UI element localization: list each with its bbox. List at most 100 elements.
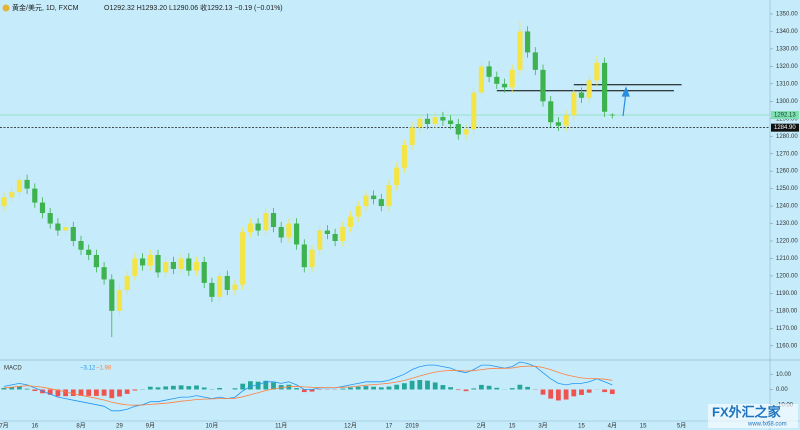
candle-body bbox=[255, 223, 261, 231]
macd-histogram-bar bbox=[70, 389, 76, 397]
candle-body bbox=[124, 275, 130, 290]
macd-histogram-bar bbox=[440, 385, 446, 390]
macd-histogram-bar bbox=[348, 387, 353, 390]
y-tick-label: 1270.00 bbox=[776, 151, 798, 157]
macd-histogram-bar bbox=[579, 389, 584, 395]
y-tick-label: 1290.00 bbox=[776, 116, 798, 122]
y-tick-label: 1160.00 bbox=[776, 343, 798, 349]
watermark-url: www.fx68.com bbox=[747, 422, 787, 428]
y-tick-label: 1330.00 bbox=[776, 46, 798, 52]
macd-legend-value: −1.98 bbox=[96, 366, 112, 372]
candle-body bbox=[563, 115, 569, 126]
x-tick-label: 2月 bbox=[477, 423, 486, 430]
candle-body bbox=[278, 227, 284, 238]
candle-body bbox=[401, 144, 407, 168]
macd-histogram-bar bbox=[540, 389, 546, 395]
macd-histogram-bar bbox=[386, 386, 392, 390]
candle-body bbox=[86, 249, 92, 255]
candle-body bbox=[178, 258, 184, 269]
candle-body bbox=[432, 117, 438, 124]
price-line-label: 1284.90 bbox=[774, 125, 796, 131]
y-tick-label: 1250.00 bbox=[776, 186, 798, 192]
candle-body bbox=[548, 101, 554, 123]
y-tick-label: 1340.00 bbox=[776, 29, 798, 35]
candle-body bbox=[378, 199, 384, 207]
macd-histogram-bar bbox=[309, 389, 315, 392]
candle-body bbox=[371, 195, 377, 200]
y-tick-label: 1220.00 bbox=[776, 239, 798, 245]
candle-body bbox=[386, 185, 392, 207]
watermark-box bbox=[708, 404, 798, 428]
y-tick-label: 1230.00 bbox=[776, 221, 798, 227]
macd-line bbox=[3, 361, 613, 412]
candle-body bbox=[602, 62, 608, 112]
candle-body bbox=[247, 223, 253, 233]
candle-body bbox=[147, 254, 153, 266]
x-tick-label: 3月 bbox=[538, 423, 547, 430]
candle-body bbox=[440, 117, 446, 121]
macd-histogram-bar bbox=[402, 383, 407, 390]
macd-histogram-bar bbox=[432, 382, 438, 390]
x-tick-label: 15 bbox=[578, 424, 585, 430]
symbol-icon bbox=[2, 4, 10, 12]
candle-body bbox=[301, 244, 307, 268]
candle-body bbox=[101, 267, 107, 280]
macd-histogram-bar bbox=[132, 389, 138, 391]
candle-body bbox=[32, 188, 38, 203]
y-tick-label: 1280.00 bbox=[776, 134, 798, 140]
y-tick-label: 1320.00 bbox=[776, 64, 798, 70]
x-tick-label: 2019 bbox=[405, 424, 419, 430]
candle-body bbox=[517, 31, 523, 70]
y-tick-label: 1200.00 bbox=[776, 274, 798, 280]
candle-body bbox=[140, 258, 146, 266]
candle-body bbox=[93, 254, 99, 268]
macd-histogram-bar bbox=[55, 389, 61, 397]
candle-body bbox=[571, 92, 577, 116]
ohlc-header: O1292.32 H1293.20 L1290.06 收1292.13 −0.1… bbox=[104, 3, 283, 12]
candle-body bbox=[586, 80, 592, 98]
macd-histogram-bar bbox=[479, 384, 484, 390]
macd-histogram-bar bbox=[24, 388, 30, 390]
macd-histogram-bar bbox=[32, 389, 38, 391]
macd-histogram-bar bbox=[517, 384, 523, 390]
macd-line bbox=[3, 365, 613, 406]
macd-histogram-bar bbox=[378, 387, 384, 390]
y-tick-label: 1300.00 bbox=[776, 99, 798, 105]
y-tick-label: 1350.00 bbox=[776, 12, 798, 18]
macd-legend-value: −3.12 bbox=[80, 366, 96, 372]
candle-body bbox=[501, 83, 508, 88]
candle-body bbox=[78, 240, 84, 250]
watermark-brand: FX外汇之家 bbox=[712, 404, 782, 419]
macd-histogram-bar bbox=[448, 387, 453, 390]
chart-title: 黄金/美元, 1D, FXCM bbox=[12, 3, 79, 12]
macd-histogram-bar bbox=[471, 388, 477, 390]
x-tick-label: 15 bbox=[640, 424, 647, 430]
candle-body bbox=[263, 213, 269, 231]
macd-histogram-bar bbox=[186, 386, 192, 390]
candle-body bbox=[270, 213, 277, 228]
candle-body bbox=[340, 227, 346, 241]
macd-histogram-bar bbox=[425, 380, 430, 390]
candle-body bbox=[317, 230, 323, 250]
candle-body bbox=[24, 179, 30, 189]
candle-body bbox=[132, 258, 138, 276]
candle-body bbox=[324, 230, 330, 235]
candle-body bbox=[486, 66, 492, 77]
macd-histogram-bar bbox=[286, 384, 292, 390]
y-tick-label: 1210.00 bbox=[776, 256, 798, 262]
x-tick-label: 11月 bbox=[275, 423, 287, 430]
macd-histogram-bar bbox=[571, 389, 577, 397]
x-tick-label: 4月 bbox=[608, 423, 617, 430]
candle-body bbox=[363, 195, 369, 207]
x-tick-label: 12月 bbox=[344, 423, 357, 430]
candle-body bbox=[448, 120, 454, 124]
macd-histogram-bar bbox=[117, 389, 122, 397]
macd-histogram-bar bbox=[163, 386, 169, 390]
macd-histogram-bar bbox=[263, 380, 269, 390]
macd-histogram-bar bbox=[255, 381, 261, 390]
macd-histogram-bar bbox=[171, 385, 176, 390]
macd-histogram-bar bbox=[240, 383, 246, 390]
candle-body bbox=[163, 261, 169, 273]
candle-body bbox=[471, 92, 477, 130]
y-tick-label: 1240.00 bbox=[776, 204, 798, 210]
